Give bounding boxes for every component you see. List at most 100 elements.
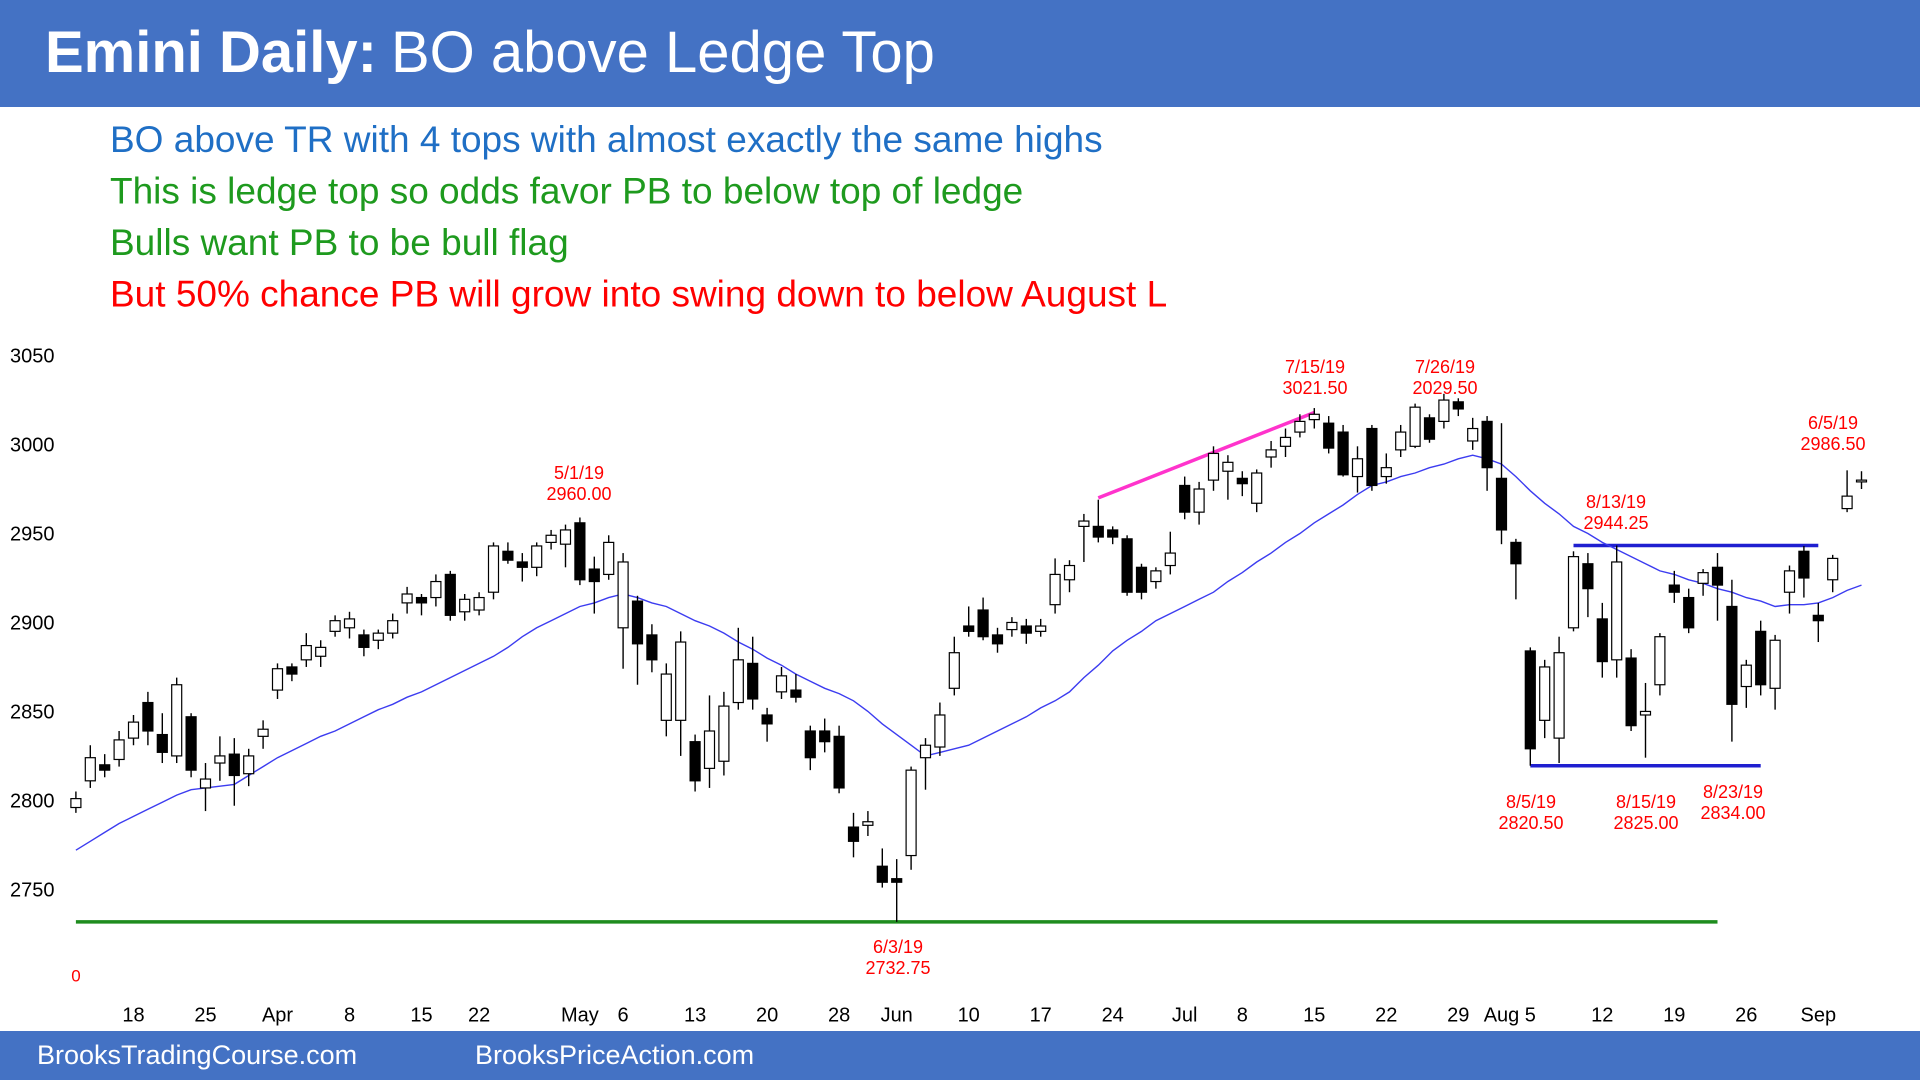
candle-body: [675, 641, 687, 721]
candle-body: [977, 609, 989, 638]
candle-body: [804, 730, 816, 759]
candle-body: [1351, 458, 1364, 478]
candle-body: [1150, 570, 1162, 583]
annotation-price: 2825.00: [1613, 813, 1678, 833]
y-tick-label: 3050: [10, 346, 55, 368]
candle-body: [1510, 541, 1522, 565]
annotation-price: 2029.50: [1412, 378, 1477, 398]
candle-body: [1323, 422, 1335, 449]
x-tick-label: 8: [344, 1004, 355, 1026]
candle-body: [559, 529, 572, 545]
candle-body: [156, 733, 168, 753]
x-tick-label: 26: [1735, 1004, 1757, 1026]
note: But 50% chance PB will grow into swing d…: [110, 273, 1167, 314]
candle-body: [1438, 399, 1450, 423]
candle-body: [516, 561, 528, 568]
y-tick-label: 2800: [10, 790, 55, 812]
candle-body: [1035, 625, 1047, 632]
candle-body: [1092, 525, 1104, 538]
candle-body: [1006, 621, 1018, 631]
candle-body: [1812, 614, 1824, 622]
x-tick-label: Apr: [262, 1004, 293, 1026]
header-bar: [0, 0, 1920, 107]
candle-body: [1740, 664, 1752, 688]
candle-body: [948, 652, 960, 689]
x-tick-label: 8: [1237, 1004, 1248, 1026]
candle-body: [401, 593, 413, 604]
x-tick-label: Jun: [881, 1004, 913, 1026]
candle-body: [171, 684, 183, 757]
candle-body: [228, 753, 240, 777]
candle-body: [847, 826, 860, 842]
candle-body: [1236, 477, 1248, 485]
candle-body: [1121, 538, 1133, 593]
candle-body: [257, 728, 269, 737]
candle-body: [991, 634, 1004, 645]
candle-body: [660, 673, 672, 721]
x-tick-label: 6: [618, 1004, 629, 1026]
candle-body: [329, 620, 341, 632]
candle-body: [84, 757, 96, 782]
candle-body: [574, 522, 586, 581]
candle-body: [1135, 566, 1148, 593]
candle-body: [127, 721, 140, 739]
annotation-price: 2834.00: [1700, 803, 1765, 823]
annotation-date: 5/1/19: [554, 463, 604, 483]
annotation-price: 2944.25: [1583, 513, 1648, 533]
candle-body: [286, 666, 298, 675]
candle-body: [1193, 488, 1205, 513]
candle-body: [1668, 584, 1680, 593]
candle-body: [1827, 557, 1839, 581]
candle-body: [617, 561, 629, 629]
candle-body: [113, 739, 125, 761]
x-tick-label: 19: [1663, 1004, 1685, 1026]
title-rest: BO above Ledge Top: [391, 20, 935, 85]
candle-body: [1524, 650, 1536, 750]
candle-body: [1294, 420, 1306, 433]
candle-body: [387, 620, 399, 634]
header-title: Emini Daily: BO above Ledge Top: [45, 20, 935, 85]
candle-body: [689, 741, 701, 782]
candle-body: [631, 600, 644, 645]
candle-body: [588, 568, 600, 583]
candle-body: [876, 865, 888, 883]
candle-body: [1179, 484, 1191, 513]
annotation-date: 6/5/19: [1808, 413, 1858, 433]
y-tick-label: 2900: [10, 613, 55, 635]
y-tick-label: 2950: [10, 524, 55, 546]
candle-body: [1107, 529, 1119, 538]
annotation-price: 3021.50: [1282, 378, 1347, 398]
candle-body: [70, 798, 82, 809]
candle-body: [199, 778, 212, 789]
candle-body: [1553, 652, 1565, 739]
candle-body: [833, 735, 845, 789]
x-tick-label: 29: [1447, 1004, 1469, 1026]
candle-body: [603, 541, 615, 576]
candle-body: [790, 689, 802, 698]
candle-body: [214, 755, 226, 764]
candle-body: [1078, 520, 1090, 527]
annotation-date: 7/15/19: [1285, 357, 1345, 377]
candle-body: [1726, 605, 1738, 705]
candle-body: [761, 714, 773, 725]
candle-body: [415, 596, 428, 604]
x-tick-label: 10: [958, 1004, 980, 1026]
note: BO above TR with 4 tops with almost exac…: [110, 119, 1103, 160]
corner-label: 0: [71, 966, 80, 985]
candle-body: [243, 755, 255, 775]
candle-body: [1467, 427, 1479, 442]
x-tick-label: 13: [684, 1004, 706, 1026]
note: Bulls want PB to be bull flag: [110, 222, 569, 263]
candle-body: [1337, 431, 1349, 476]
x-tick-label: 25: [194, 1004, 216, 1026]
candle-body: [300, 644, 312, 661]
candle-body: [963, 625, 975, 632]
x-tick-label: 5: [1525, 1004, 1536, 1026]
candle-body: [1207, 452, 1220, 481]
candle-body: [1020, 625, 1032, 634]
candle-body: [1625, 657, 1637, 727]
y-tick-label: 3000: [10, 435, 55, 457]
candle-body: [703, 730, 716, 769]
